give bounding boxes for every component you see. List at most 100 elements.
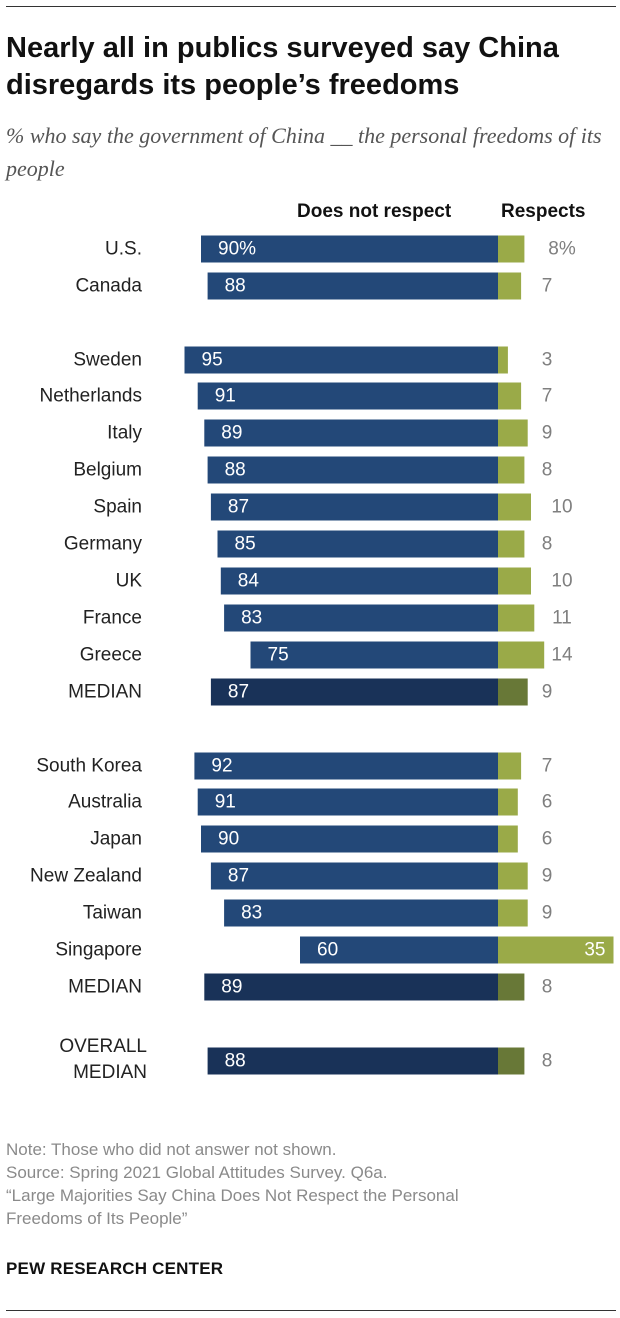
value-label-respects-belgium-5: 8 xyxy=(542,460,553,481)
value-label-does-not-respect-sweden-2: 95 xyxy=(202,350,223,371)
row-label-median-11: MEDIAN xyxy=(68,682,142,703)
row-label-singapore-17: Singapore xyxy=(55,940,142,961)
value-label-respects-uk-8: 10 xyxy=(551,571,572,592)
value-label-does-not-respect-australia-13: 91 xyxy=(215,792,236,813)
bar-respects-spain-6 xyxy=(498,493,531,521)
value-label-respects-italy-4: 9 xyxy=(542,423,553,444)
value-label-does-not-respect-south-korea-12: 92 xyxy=(211,756,232,777)
bar-respects-median-11 xyxy=(498,678,528,706)
note-text: Note: Those who did not answer not shown… xyxy=(6,1140,337,1159)
bar-respects-greece-10 xyxy=(498,641,545,669)
row-label-netherlands-3: Netherlands xyxy=(40,386,142,407)
bar-does-not-respect-singapore-17 xyxy=(300,936,498,964)
bar-does-not-respect-south-korea-12 xyxy=(194,752,498,780)
value-label-respects-netherlands-3: 7 xyxy=(542,386,553,407)
bar-does-not-respect-sweden-2 xyxy=(184,346,498,374)
value-label-does-not-respect-greece-10: 75 xyxy=(268,645,289,666)
report-title-line-2: Freedoms of Its People” xyxy=(6,1209,188,1228)
bar-respects-median-18 xyxy=(498,973,525,1001)
bar-does-not-respect-japan-14 xyxy=(201,825,498,853)
source-text: Source: Spring 2021 Global Attitudes Sur… xyxy=(6,1163,388,1182)
row-label-new-zealand-15: New Zealand xyxy=(30,866,142,887)
row-label-taiwan-16: Taiwan xyxy=(83,903,142,924)
value-label-does-not-respect-new-zealand-15: 87 xyxy=(228,866,249,887)
row-label-overall-median-19: OVERALL MEDIAN xyxy=(59,1036,147,1083)
bar-respects-uk-8 xyxy=(498,567,531,595)
value-label-does-not-respect-median-11: 87 xyxy=(228,682,249,703)
value-label-respects-median-11: 9 xyxy=(542,682,553,703)
bar-does-not-respect-germany-7 xyxy=(217,530,498,558)
value-label-respects-france-9: 11 xyxy=(552,608,572,629)
value-label-does-not-respect-taiwan-16: 83 xyxy=(241,903,262,924)
value-label-respects-singapore-17: 35 xyxy=(584,940,605,961)
bottom-rule xyxy=(6,1310,616,1311)
bar-does-not-respect-australia-13 xyxy=(197,788,498,816)
column-header-respects: Respects xyxy=(501,201,586,222)
value-label-does-not-respect-italy-4: 89 xyxy=(221,423,242,444)
value-label-does-not-respect-spain-6: 87 xyxy=(228,497,249,518)
row-label-belgium-5: Belgium xyxy=(73,460,142,481)
bar-does-not-respect-overall-median-19 xyxy=(207,1047,498,1075)
chart-title: Nearly all in publics surveyed say China… xyxy=(6,32,559,101)
bar-respects-u-s-0 xyxy=(498,235,525,263)
bar-respects-taiwan-16 xyxy=(498,899,528,927)
row-label-italy-4: Italy xyxy=(107,423,142,444)
value-label-respects-u-s-0: 8% xyxy=(548,239,576,260)
column-header-does-not-respect: Does not respect xyxy=(297,201,452,222)
bar-does-not-respect-median-11 xyxy=(210,678,498,706)
bar-does-not-respect-spain-6 xyxy=(210,493,498,521)
value-label-respects-australia-13: 6 xyxy=(542,792,553,813)
value-label-does-not-respect-germany-7: 85 xyxy=(235,534,256,555)
bar-respects-singapore-17 xyxy=(498,936,614,964)
row-label-japan-14: Japan xyxy=(90,829,142,850)
bar-does-not-respect-greece-10 xyxy=(250,641,498,669)
row-label-australia-13: Australia xyxy=(68,792,142,813)
row-label-france-9: France xyxy=(83,608,142,629)
top-rule xyxy=(6,6,616,7)
value-label-does-not-respect-france-9: 83 xyxy=(241,608,262,629)
value-label-respects-canada-1: 7 xyxy=(542,276,553,297)
row-label-sweden-2: Sweden xyxy=(73,350,142,371)
value-label-respects-south-korea-12: 7 xyxy=(542,756,553,777)
value-label-does-not-respect-uk-8: 84 xyxy=(238,571,260,592)
value-label-respects-spain-6: 10 xyxy=(551,497,572,518)
bar-respects-italy-4 xyxy=(498,419,528,447)
report-title-line-1: “Large Majorities Say China Does Not Res… xyxy=(6,1186,459,1205)
row-label-canada-1: Canada xyxy=(75,276,142,297)
row-label-u-s-0: U.S. xyxy=(105,239,142,260)
value-label-does-not-respect-u-s-0: 90% xyxy=(218,239,256,260)
row-label-greece-10: Greece xyxy=(80,645,142,666)
value-label-does-not-respect-belgium-5: 88 xyxy=(225,460,246,481)
bar-does-not-respect-netherlands-3 xyxy=(197,382,498,410)
bar-does-not-respect-taiwan-16 xyxy=(224,899,498,927)
bar-respects-belgium-5 xyxy=(498,456,525,484)
bar-respects-netherlands-3 xyxy=(498,382,522,410)
value-label-does-not-respect-netherlands-3: 91 xyxy=(215,386,236,407)
value-label-respects-median-18: 8 xyxy=(542,977,553,998)
value-label-does-not-respect-japan-14: 90 xyxy=(218,829,239,850)
bar-respects-overall-median-19 xyxy=(498,1047,525,1075)
value-label-does-not-respect-overall-median-19: 88 xyxy=(225,1051,246,1072)
row-label-south-korea-12: South Korea xyxy=(36,756,142,777)
bar-does-not-respect-new-zealand-15 xyxy=(210,862,498,890)
value-label-respects-taiwan-16: 9 xyxy=(542,903,553,924)
bar-respects-germany-7 xyxy=(498,530,525,558)
row-label-spain-6: Spain xyxy=(93,497,142,518)
bar-does-not-respect-canada-1 xyxy=(207,272,498,300)
bar-respects-canada-1 xyxy=(498,272,522,300)
bar-does-not-respect-france-9 xyxy=(224,604,498,632)
value-label-does-not-respect-canada-1: 88 xyxy=(225,276,246,297)
bar-respects-sweden-2 xyxy=(498,346,508,374)
row-label-median-18: MEDIAN xyxy=(68,977,142,998)
value-label-does-not-respect-median-18: 89 xyxy=(221,977,242,998)
bar-respects-new-zealand-15 xyxy=(498,862,528,890)
bar-does-not-respect-italy-4 xyxy=(204,419,499,447)
bar-respects-france-9 xyxy=(498,604,535,632)
value-label-respects-overall-median-19: 8 xyxy=(542,1051,553,1072)
bar-does-not-respect-belgium-5 xyxy=(207,456,498,484)
value-label-respects-new-zealand-15: 9 xyxy=(542,866,553,887)
chart-subtitle: % who say the government of China __ the… xyxy=(6,123,602,181)
bar-respects-japan-14 xyxy=(498,825,518,853)
bar-does-not-respect-uk-8 xyxy=(220,567,499,595)
